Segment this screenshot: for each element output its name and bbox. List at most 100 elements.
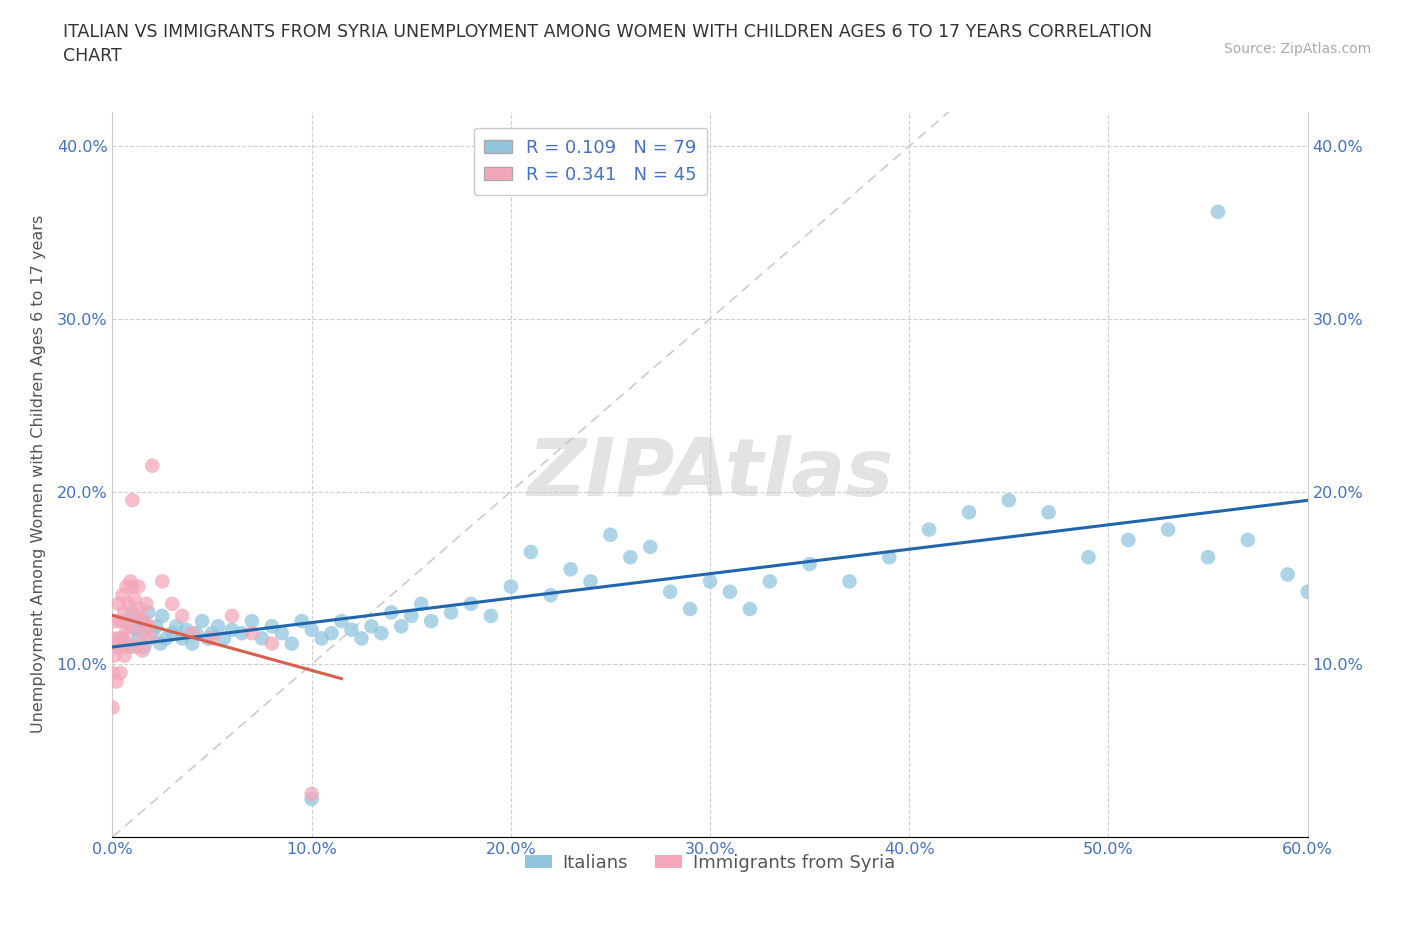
- Point: [150, 574, 173, 589]
- Point: [579, 574, 602, 589]
- Point: [479, 608, 502, 623]
- Point: [520, 545, 543, 560]
- Point: [105, 640, 128, 655]
- Point: [301, 791, 323, 806]
- Point: [135, 596, 157, 611]
- Point: [1157, 522, 1180, 537]
- Point: [231, 626, 253, 641]
- Point: [150, 608, 173, 623]
- Point: [1206, 205, 1229, 219]
- Point: [281, 636, 304, 651]
- Point: [162, 596, 183, 611]
- Point: [103, 614, 125, 629]
- Point: [212, 631, 235, 645]
- Point: [138, 618, 160, 633]
- Point: [201, 626, 224, 641]
- Point: [221, 608, 243, 623]
- Point: [125, 622, 148, 637]
- Point: [181, 626, 204, 641]
- Point: [121, 579, 143, 594]
- Point: [117, 596, 139, 611]
- Point: [115, 579, 138, 594]
- Point: [125, 640, 148, 655]
- Point: [117, 636, 139, 651]
- Text: Source: ZipAtlas.com: Source: ZipAtlas.com: [1223, 42, 1371, 56]
- Point: [110, 666, 132, 681]
- Point: [291, 614, 314, 629]
- Point: [120, 618, 142, 633]
- Point: [114, 605, 135, 620]
- Point: [879, 550, 901, 565]
- Point: [1197, 550, 1219, 565]
- Point: [838, 574, 860, 589]
- Point: [134, 614, 156, 629]
- Point: [738, 602, 761, 617]
- Point: [599, 527, 621, 542]
- Point: [240, 626, 263, 641]
- Point: [560, 562, 582, 577]
- Point: [124, 591, 146, 606]
- Point: [311, 631, 333, 645]
- Point: [131, 614, 153, 629]
- Point: [321, 626, 343, 641]
- Point: [107, 631, 129, 645]
- Point: [139, 631, 162, 645]
- Point: [115, 614, 138, 629]
- Point: [101, 700, 124, 715]
- Point: [1277, 567, 1299, 582]
- Point: [699, 574, 721, 589]
- Point: [197, 631, 219, 645]
- Point: [131, 643, 153, 658]
- Y-axis label: Unemployment Among Women with Children Ages 6 to 17 years: Unemployment Among Women with Children A…: [31, 215, 45, 734]
- Point: [370, 626, 392, 641]
- Point: [679, 602, 702, 617]
- Point: [174, 622, 197, 637]
- Point: [260, 636, 283, 651]
- Point: [270, 626, 292, 641]
- Point: [540, 588, 562, 603]
- Point: [240, 614, 263, 629]
- Point: [120, 640, 142, 655]
- Point: [121, 493, 143, 508]
- Point: [659, 584, 682, 599]
- Point: [918, 522, 941, 537]
- Point: [111, 640, 134, 655]
- Point: [138, 605, 160, 620]
- Point: [105, 674, 128, 689]
- Point: [134, 640, 156, 655]
- Point: [440, 605, 463, 620]
- Point: [127, 631, 149, 645]
- Point: [389, 618, 412, 633]
- Point: [186, 626, 208, 641]
- Point: [145, 618, 167, 633]
- Point: [340, 622, 363, 637]
- Point: [103, 648, 125, 663]
- Point: [155, 631, 177, 645]
- Point: [101, 666, 124, 681]
- Point: [207, 618, 229, 633]
- Point: [141, 458, 163, 473]
- Point: [111, 631, 134, 645]
- Point: [759, 574, 782, 589]
- Point: [330, 614, 353, 629]
- Point: [1077, 550, 1099, 565]
- Point: [141, 626, 163, 641]
- Point: [350, 631, 373, 645]
- Point: [1118, 533, 1140, 548]
- Point: [411, 596, 433, 611]
- Point: [129, 602, 152, 617]
- Point: [120, 574, 142, 589]
- Point: [127, 579, 149, 594]
- Point: [460, 596, 482, 611]
- Point: [107, 596, 129, 611]
- Point: [301, 787, 323, 802]
- Point: [301, 622, 323, 637]
- Point: [260, 618, 283, 633]
- Text: ITALIAN VS IMMIGRANTS FROM SYRIA UNEMPLOYMENT AMONG WOMEN WITH CHILDREN AGES 6 T: ITALIAN VS IMMIGRANTS FROM SYRIA UNEMPLO…: [63, 23, 1153, 65]
- Point: [149, 636, 172, 651]
- Point: [111, 631, 134, 645]
- Point: [191, 614, 214, 629]
- Point: [101, 631, 124, 645]
- Point: [380, 605, 402, 620]
- Point: [181, 636, 204, 651]
